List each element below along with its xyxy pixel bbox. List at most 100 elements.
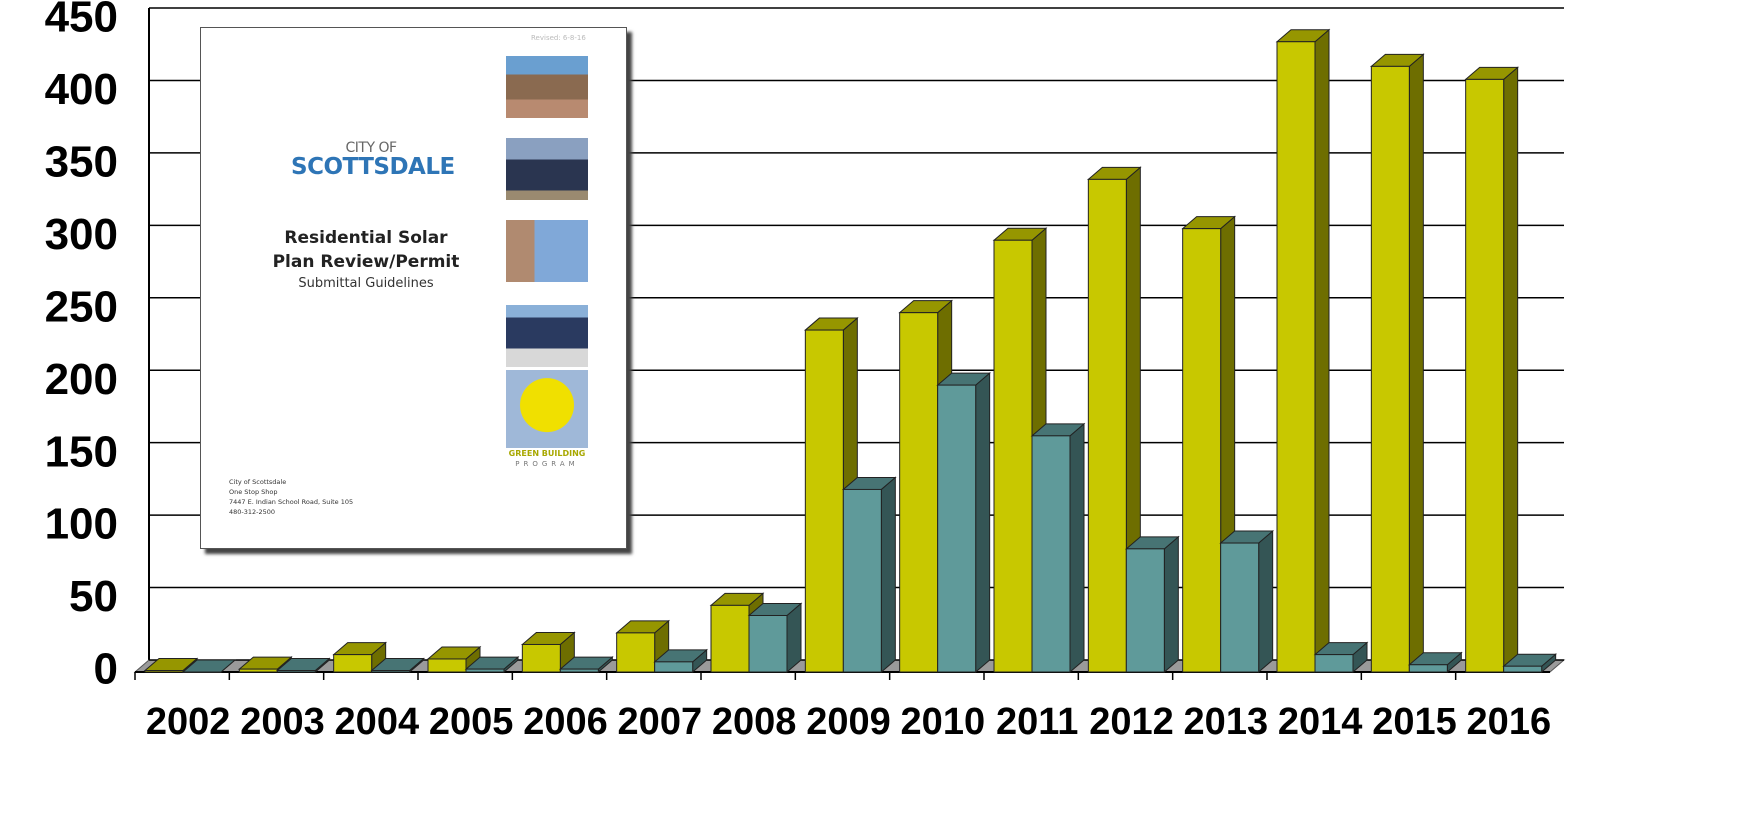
x-tick-label: 2005 [429,701,514,743]
bar [1407,651,1463,674]
bar-front [427,658,467,673]
doc-title: Residential Solar [284,228,448,248]
x-tick-label: 2012 [1089,701,1174,743]
doc-title: Plan Review/Permit [272,252,460,272]
x-tick-label: 2013 [1184,701,1269,743]
bar-front [1087,178,1127,673]
bar [520,631,576,674]
bar-side [1408,53,1424,674]
bar [181,659,237,673]
bar [558,656,614,674]
bar [143,657,199,674]
photo [506,138,588,200]
bar [370,657,426,674]
bar [332,641,388,674]
bar-front [521,643,561,673]
bar [1369,53,1425,674]
program-name: PROGRAM [515,460,579,468]
bar [1502,653,1558,674]
y-tick-label: 100 [45,500,118,549]
bar-front [1408,664,1448,673]
y-tick-label: 150 [45,427,118,476]
bar [1030,422,1086,674]
bar-front [899,312,939,673]
bar-front [616,632,656,673]
bar [841,476,897,674]
bar-front [1465,78,1505,673]
x-tick-label: 2004 [335,701,420,743]
photo [506,305,588,367]
address-line: 7447 E. Indian School Road, Suite 105 [229,498,354,506]
bar-front [748,614,788,673]
bar [936,372,992,674]
y-tick-label: 400 [45,65,118,114]
bar-side [880,476,896,674]
bar-front [371,670,411,673]
bar-front [1314,654,1354,673]
bar [1219,529,1275,674]
x-tick-label: 2016 [1467,701,1552,743]
bar-side [1503,66,1519,674]
doc-subtitle: Submittal Guidelines [298,276,434,291]
y-tick-label: 50 [69,572,118,621]
bar-front [182,671,222,673]
y-tick-label: 350 [45,138,118,187]
x-tick-label: 2015 [1372,701,1457,743]
bar [653,648,709,674]
y-tick-label: 250 [45,282,118,331]
green-building-logo [506,370,588,448]
bar-front [937,384,977,673]
bar-front [842,488,882,673]
bar-front [333,654,373,673]
bar [747,602,803,674]
bar-front [1503,665,1543,673]
bar-front [559,668,599,673]
bar [464,656,520,674]
logo-city-of: CITY OF [345,140,397,156]
x-tick-label: 2011 [996,701,1078,743]
x-tick-label: 2009 [806,701,891,743]
photo [506,220,588,282]
x-tick-label: 2010 [901,701,986,743]
bar-side [975,372,991,674]
bar-side [1069,422,1085,674]
x-tick-label: 2007 [618,701,703,743]
bar-side [1163,535,1179,674]
program-name: GREEN BUILDING [508,449,586,458]
bar-front [1370,65,1410,673]
address-line: One Stop Shop [229,488,278,496]
address-line: 480-312-2500 [229,508,276,516]
bar-front [144,670,184,673]
x-tick-label: 2008 [712,701,797,743]
x-tick-label: 2002 [146,701,231,743]
bar-front [465,668,505,673]
x-tick-label: 2014 [1278,701,1363,743]
y-tick-label: 0 [94,645,118,694]
bar-front [804,329,844,673]
bar-front [654,661,694,673]
bar [1313,641,1369,674]
bar-front [276,670,316,673]
y-tick-label: 300 [45,210,118,259]
x-tick-label: 2003 [240,701,325,743]
bar-front [1125,548,1165,673]
y-tick-label: 450 [45,0,118,42]
photo [506,56,588,118]
bar-side [1314,28,1330,674]
x-tick-label: 2006 [523,701,608,743]
bar-front [1031,435,1071,673]
bar [1464,66,1520,674]
document-cover: Revised: 6-8-16 CITY OF SCOTTSDALE Resid… [200,27,627,549]
bar-front [1276,41,1316,673]
bar-front [993,239,1033,673]
y-tick-label: 200 [45,355,118,404]
bar-front [710,604,750,673]
address-line: City of Scottsdale [229,478,287,486]
bar-front [1182,228,1222,673]
bar [1275,28,1331,674]
logo-city: SCOTTSDALE [291,154,455,180]
revised-date: Revised: 6-8-16 [531,34,586,42]
bar [275,657,331,674]
